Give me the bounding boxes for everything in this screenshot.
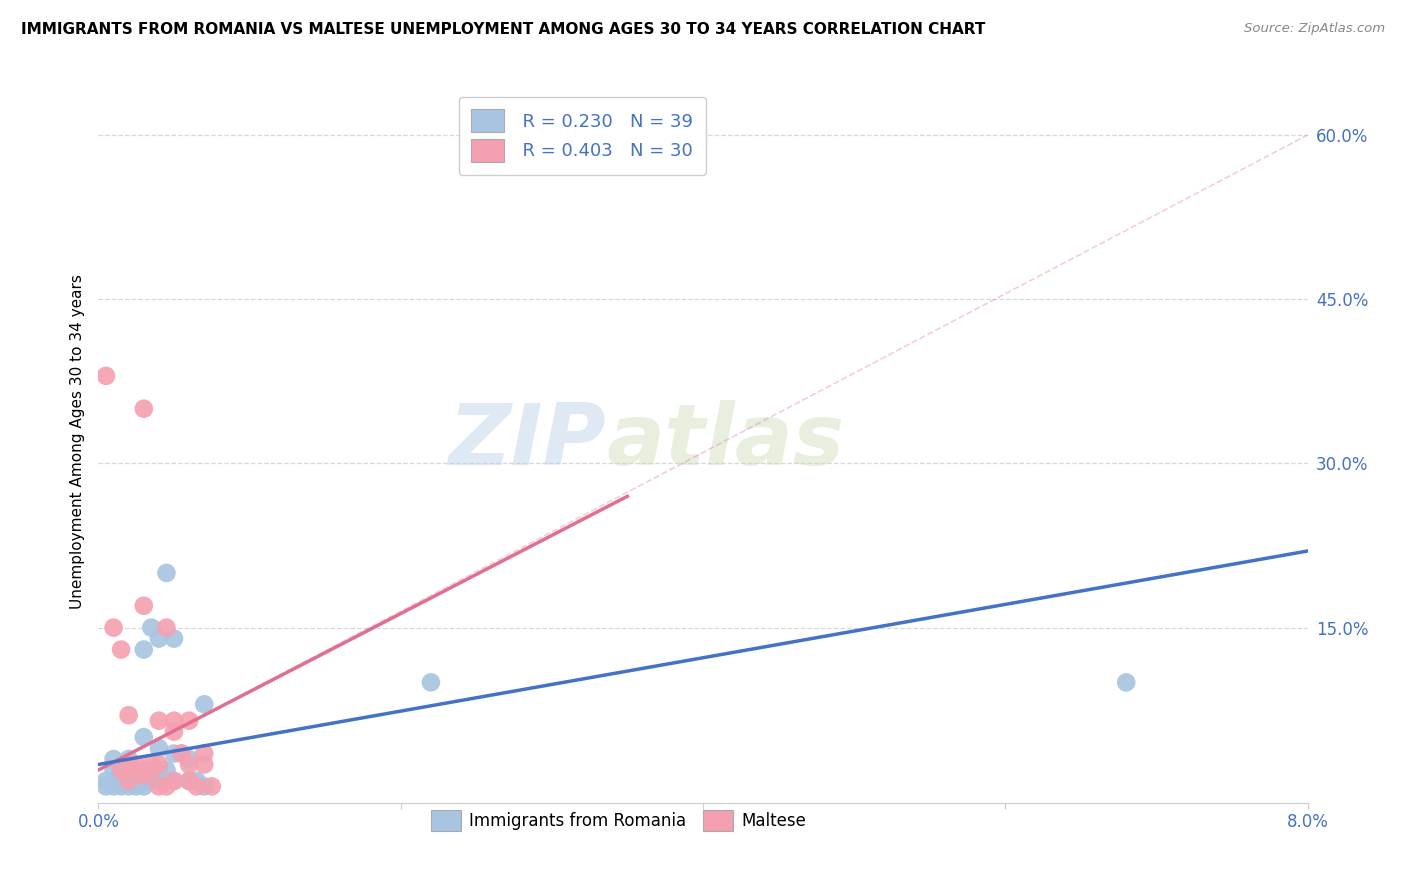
- Text: IMMIGRANTS FROM ROMANIA VS MALTESE UNEMPLOYMENT AMONG AGES 30 TO 34 YEARS CORREL: IMMIGRANTS FROM ROMANIA VS MALTESE UNEMP…: [21, 22, 986, 37]
- Point: [163, 773, 186, 788]
- Point: [148, 632, 170, 646]
- Point: [132, 763, 155, 777]
- Point: [125, 768, 148, 782]
- Point: [163, 632, 186, 646]
- Point: [110, 773, 132, 788]
- Point: [155, 780, 177, 794]
- Point: [148, 773, 170, 788]
- Point: [186, 780, 208, 794]
- Point: [193, 698, 215, 712]
- Point: [132, 768, 155, 782]
- Point: [1115, 675, 1137, 690]
- Point: [103, 752, 125, 766]
- Text: atlas: atlas: [606, 400, 845, 483]
- Point: [163, 773, 186, 788]
- Point: [141, 773, 163, 788]
- Point: [110, 642, 132, 657]
- Point: [132, 780, 155, 794]
- Point: [148, 763, 170, 777]
- Point: [193, 780, 215, 794]
- Point: [125, 780, 148, 794]
- Point: [186, 773, 208, 788]
- Text: Source: ZipAtlas.com: Source: ZipAtlas.com: [1244, 22, 1385, 36]
- Point: [94, 773, 117, 788]
- Point: [94, 368, 117, 383]
- Point: [170, 747, 193, 761]
- Point: [118, 752, 141, 766]
- Point: [179, 757, 201, 772]
- Point: [141, 621, 163, 635]
- Point: [163, 724, 186, 739]
- Point: [163, 714, 186, 728]
- Y-axis label: Unemployment Among Ages 30 to 34 years: Unemployment Among Ages 30 to 34 years: [69, 274, 84, 609]
- Point: [118, 773, 141, 788]
- Point: [132, 773, 155, 788]
- Point: [103, 621, 125, 635]
- Point: [94, 780, 117, 794]
- Point: [420, 675, 443, 690]
- Point: [118, 763, 141, 777]
- Point: [132, 599, 155, 613]
- Point: [110, 763, 132, 777]
- Point: [103, 780, 125, 794]
- Point: [132, 401, 155, 416]
- Point: [118, 708, 141, 723]
- Point: [179, 773, 201, 788]
- Point: [148, 757, 170, 772]
- Point: [155, 763, 177, 777]
- Point: [132, 763, 155, 777]
- Point: [155, 621, 177, 635]
- Point: [118, 780, 141, 794]
- Point: [163, 747, 186, 761]
- Point: [110, 763, 132, 777]
- Point: [155, 566, 177, 580]
- Point: [179, 773, 201, 788]
- Point: [132, 730, 155, 744]
- Point: [179, 752, 201, 766]
- Point: [132, 642, 155, 657]
- Point: [103, 773, 125, 788]
- Point: [148, 714, 170, 728]
- Point: [141, 763, 163, 777]
- Point: [201, 780, 224, 794]
- Point: [148, 741, 170, 756]
- Point: [193, 757, 215, 772]
- Point: [179, 714, 201, 728]
- Point: [170, 747, 193, 761]
- Point: [125, 757, 148, 772]
- Point: [118, 773, 141, 788]
- Point: [118, 757, 141, 772]
- Point: [103, 763, 125, 777]
- Text: ZIP: ZIP: [449, 400, 606, 483]
- Legend: Immigrants from Romania, Maltese: Immigrants from Romania, Maltese: [425, 803, 813, 838]
- Point: [110, 780, 132, 794]
- Point: [193, 747, 215, 761]
- Point: [141, 757, 163, 772]
- Point: [148, 780, 170, 794]
